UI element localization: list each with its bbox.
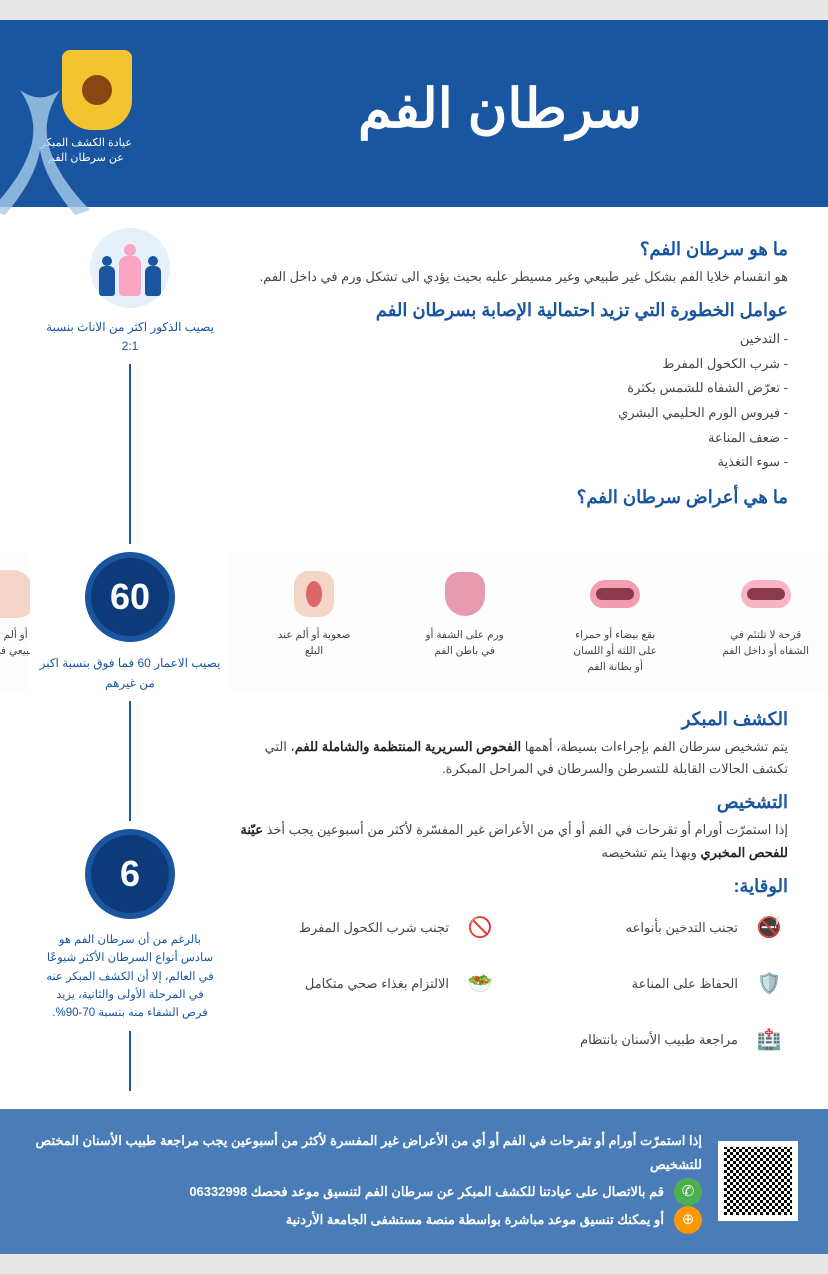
footer-line-2: ✆ قم بالاتصال على عيادتنا للكشف المبكر ع… — [30, 1178, 702, 1206]
lip-tumor-icon — [434, 568, 496, 620]
risk-heading: عوامل الخطورة التي تزيد احتمالية الإصابة… — [240, 300, 788, 321]
stat-six-text: بالرغم من أن سرطان الفم هو سادس أنواع ال… — [38, 931, 222, 1023]
intro-heading: ما هو سرطان الفم؟ — [240, 239, 788, 260]
intro-text: هو انقسام خلايا الفم بشكل غير طبيعي وغير… — [240, 266, 788, 288]
symptom-item: قرحة لا تلتئم في الشفاه أو داخل الفم — [721, 568, 811, 675]
risk-item: - سوء التغذية — [240, 450, 788, 475]
symptom-item: بقع بيضاء أو حمراء على اللثة أو اللسان أ… — [570, 568, 660, 675]
risk-item: - تعرّض الشفاه للشمس بكثرة — [240, 376, 788, 401]
stat-6-circle: 6 — [85, 829, 175, 919]
symptom-item: ورم على الشفة أو في باطن الفم — [420, 568, 510, 675]
globe-icon: ⊕ — [674, 1206, 702, 1234]
prevention-grid: 🚭 تجنب التدخين بأنواعه 🚫 تجنب شرب الكحول… — [240, 909, 788, 1059]
risk-list: - التدخين - شرب الكحول المفرط - تعرّض ال… — [240, 327, 788, 475]
infographic-page: سرطان الفم عيادة الكشف المبكر عن سرطان ا… — [0, 20, 828, 1254]
shield-icon — [62, 50, 132, 130]
main-title: سرطان الفم — [212, 77, 788, 140]
immunity-icon: 🛡️ — [750, 965, 788, 1003]
mouth-sore-icon — [735, 568, 797, 620]
symptom-item: صعوبة أو ألم عند البلع — [269, 568, 359, 675]
prevention-item: 🛡️ الحفاظ على المناعة — [529, 965, 788, 1003]
phone-icon: ✆ — [674, 1178, 702, 1206]
risk-item: - التدخين — [240, 327, 788, 352]
white-patches-icon — [584, 568, 646, 620]
healthy-food-icon: 🥗 — [461, 965, 499, 1003]
qr-code — [718, 1141, 798, 1221]
risk-item: - شرب الكحول المفرط — [240, 352, 788, 377]
risk-item: - ضعف المناعة — [240, 426, 788, 451]
prevention-item: 🚭 تجنب التدخين بأنواعه — [529, 909, 788, 947]
risk-item: - فيروس الورم الحليمي البشري — [240, 401, 788, 426]
early-text: يتم تشخيص سرطان الفم بإجراءات بسيطة، أهم… — [240, 736, 788, 780]
no-smoking-icon: 🚭 — [750, 909, 788, 947]
prevention-item: 🥗 الالتزام بغذاء صحي متكامل — [240, 965, 499, 1003]
stat-six: 6 بالرغم من أن سرطان الفم هو سادس أنواع … — [30, 821, 230, 1031]
stat-gender: يصيب الذكور اكثر من الاناث بنسبة 2:1 — [30, 220, 230, 364]
early-heading: الكشف المبكر — [240, 709, 788, 730]
footer-line-1: إذا استمرّت أورام أو تقرحات في الفم أو أ… — [30, 1129, 702, 1178]
prevention-heading: الوقاية: — [240, 876, 788, 897]
stat-gender-text: يصيب الذكور اكثر من الاناث بنسبة 2:1 — [38, 318, 222, 356]
diagnosis-heading: التشخيص — [240, 792, 788, 813]
footer: إذا استمرّت أورام أو تقرحات في الفم أو أ… — [0, 1109, 828, 1254]
prevention-item: 🏥 مراجعة طبيب الأسنان بانتظام — [529, 1021, 788, 1059]
dentist-icon: 🏥 — [750, 1021, 788, 1059]
prevention-item: 🚫 تجنب شرب الكحول المفرط — [240, 909, 499, 947]
footer-line-3: ⊕ أو يمكنك تنسيق موعد مباشرة بواسطة منصة… — [30, 1206, 702, 1234]
stat-60-circle: 60 — [85, 552, 175, 642]
header: سرطان الفم عيادة الكشف المبكر عن سرطان ا… — [0, 20, 828, 207]
stat-age: 60 يصيب الاعمار 60 فما فوق بنسبة اكبر من… — [30, 544, 230, 700]
swallow-pain-icon — [283, 568, 345, 620]
diagnosis-text: إذا استمرّت أورام أو تقرحات في الفم أو أ… — [240, 819, 788, 863]
no-alcohol-icon: 🚫 — [461, 909, 499, 947]
stat-sidebar: يصيب الذكور اكثر من الاناث بنسبة 2:1 60 … — [30, 220, 230, 1091]
footer-text: إذا استمرّت أورام أو تقرحات في الفم أو أ… — [30, 1129, 702, 1234]
people-icon — [90, 228, 170, 308]
symptoms-heading: ما هي أعراض سرطان الفم؟ — [240, 487, 788, 508]
stat-age-text: يصيب الاعمار 60 فما فوق بنسبة اكبر من غي… — [38, 654, 222, 692]
